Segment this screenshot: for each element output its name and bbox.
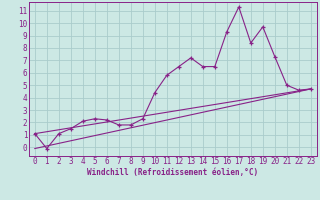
X-axis label: Windchill (Refroidissement éolien,°C): Windchill (Refroidissement éolien,°C) [87, 168, 258, 177]
